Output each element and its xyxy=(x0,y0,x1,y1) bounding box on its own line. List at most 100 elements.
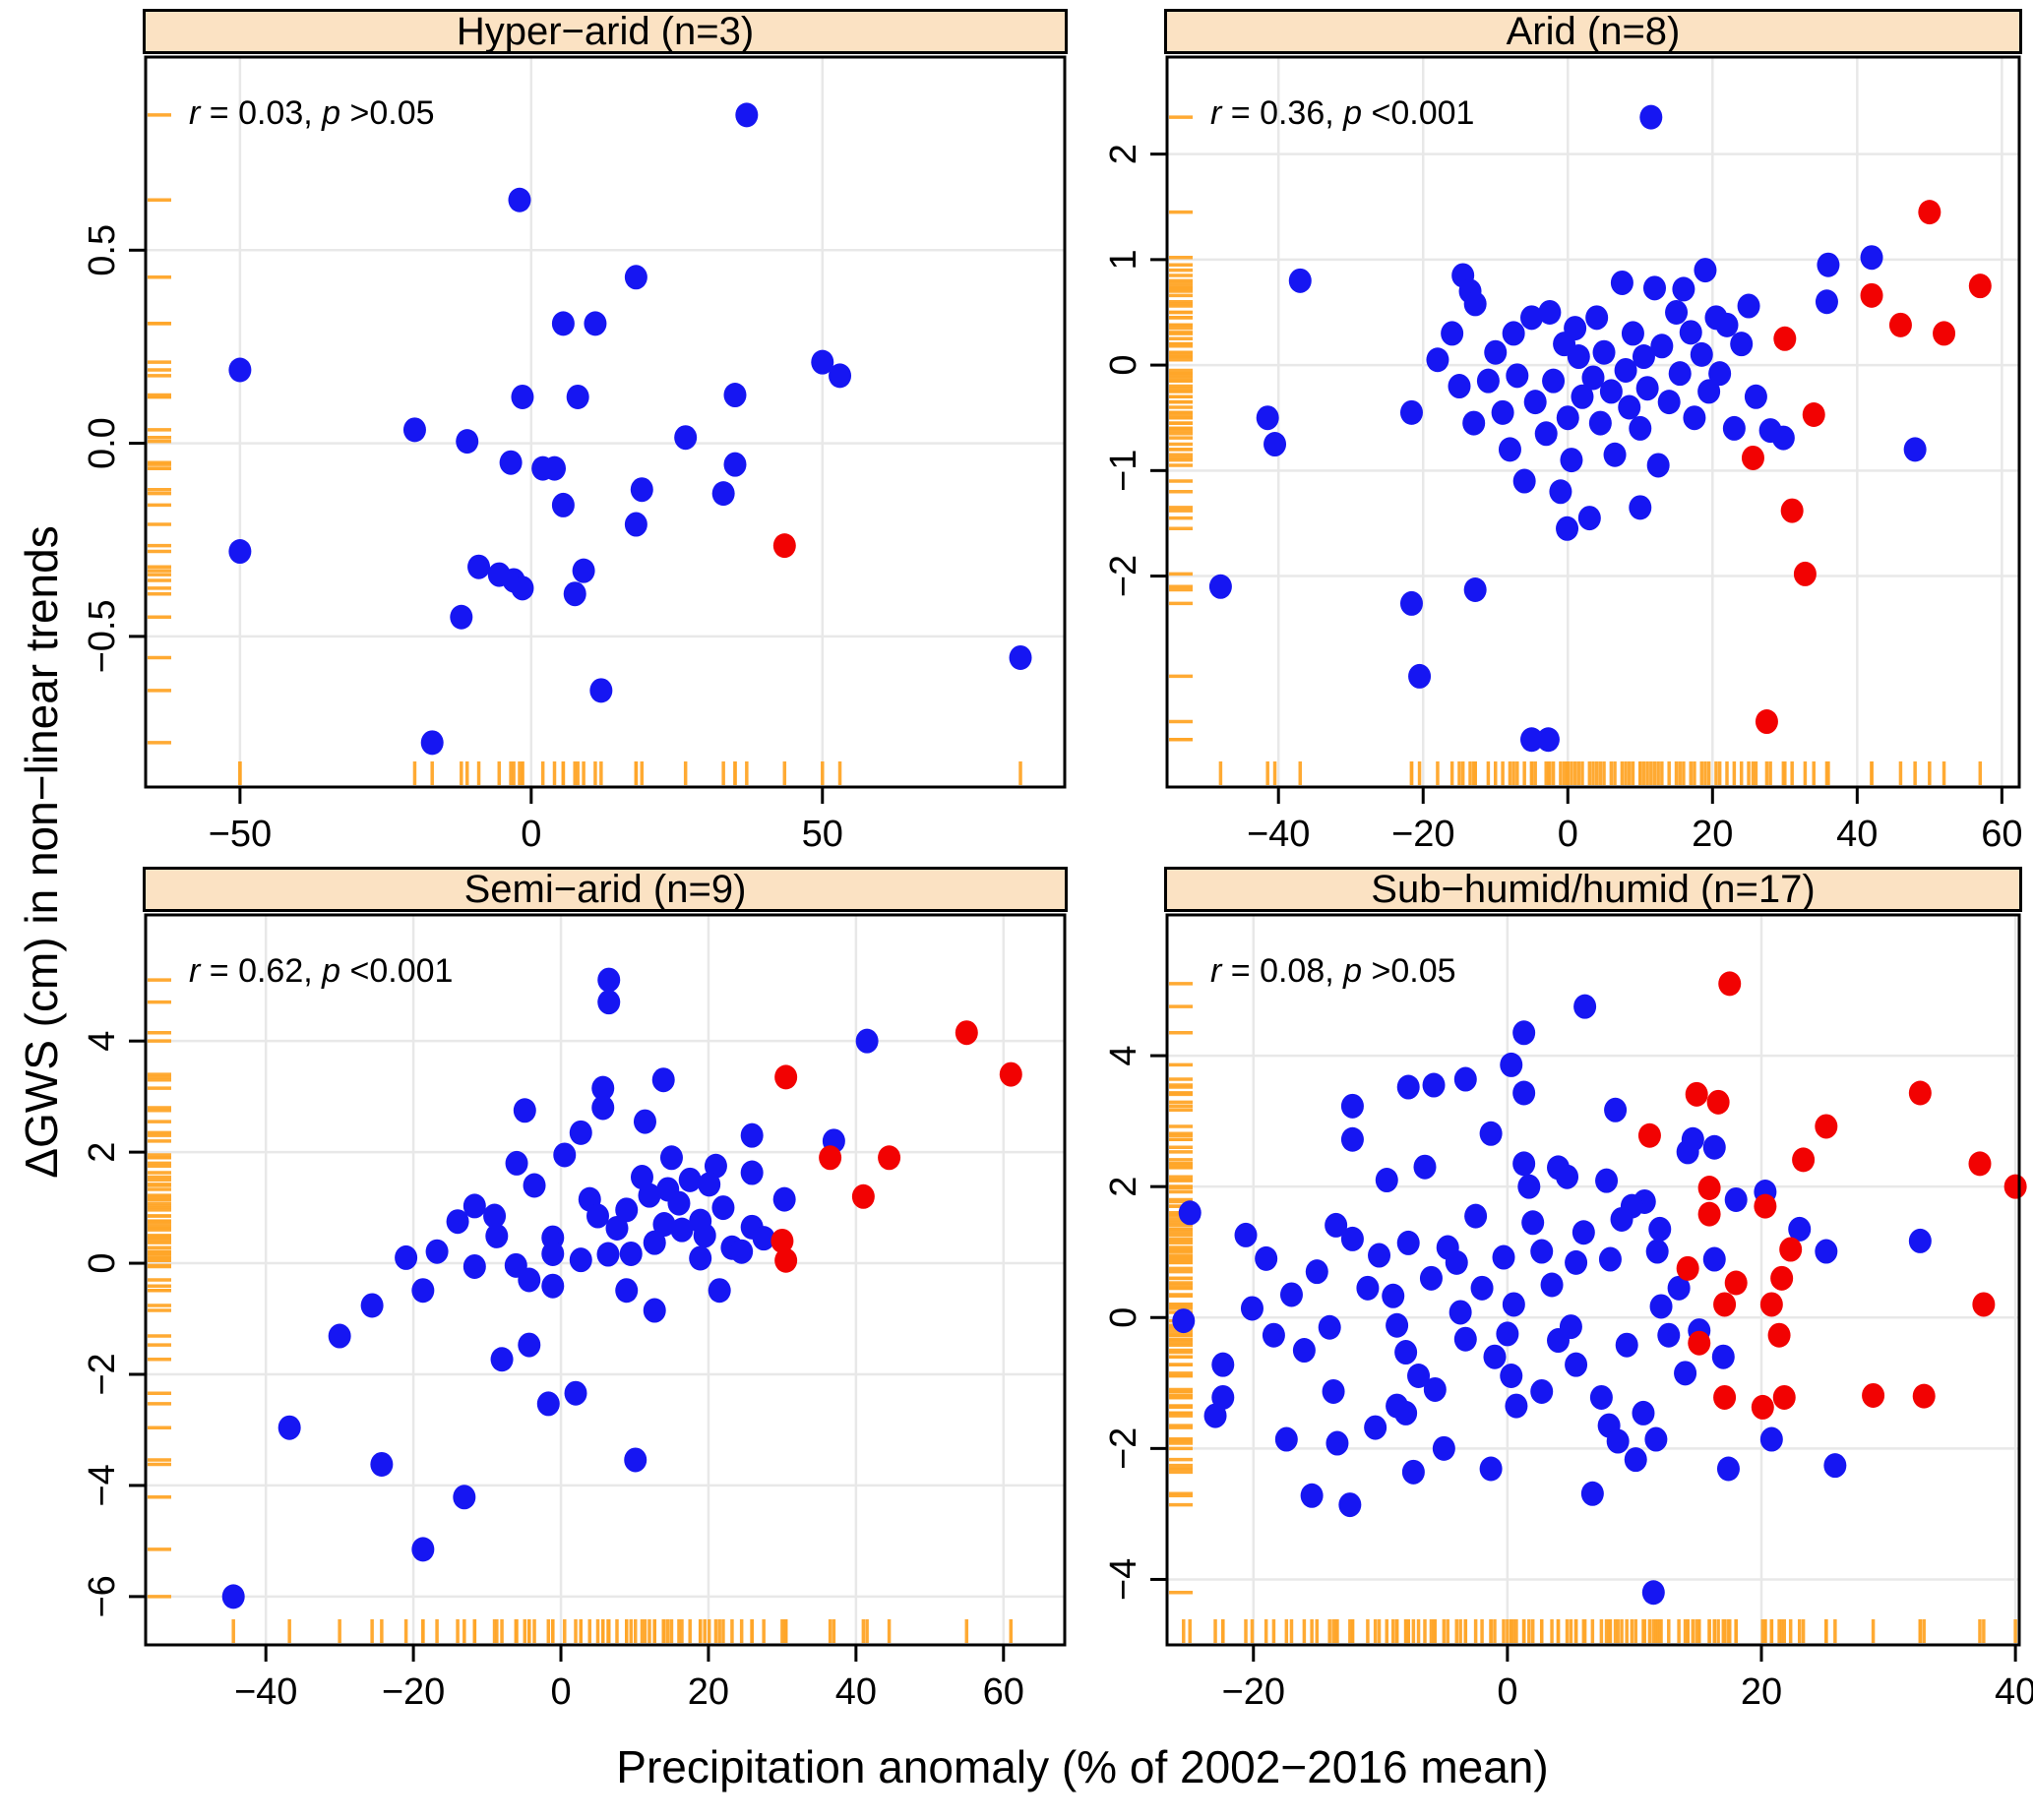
data-point-blue xyxy=(589,678,613,703)
data-point-red xyxy=(1676,1255,1699,1281)
panel-header: Hyper−arid (n=3) xyxy=(143,9,1068,54)
data-point-blue xyxy=(1702,1246,1726,1272)
data-point-blue xyxy=(1657,1322,1681,1348)
data-point-blue xyxy=(536,1391,560,1417)
data-point-blue xyxy=(605,1215,629,1241)
data-point-blue xyxy=(1340,1126,1364,1152)
data-point-blue xyxy=(1300,1483,1324,1508)
plot-background xyxy=(146,57,1065,787)
data-point-red xyxy=(1815,1114,1838,1139)
data-point-blue xyxy=(1506,363,1529,389)
x-tick-label: 50 xyxy=(802,814,843,855)
x-tick-label: 40 xyxy=(1836,814,1878,855)
data-point-red xyxy=(1770,1265,1794,1291)
data-point-blue xyxy=(1520,727,1544,753)
data-point-blue xyxy=(1542,368,1566,394)
y-tick-label: 2 xyxy=(1103,1177,1144,1197)
data-point-blue xyxy=(630,477,653,503)
data-point-blue xyxy=(1649,1294,1673,1319)
data-point-blue xyxy=(1274,1426,1298,1452)
data-point-blue xyxy=(1645,1239,1669,1264)
data-point-blue xyxy=(1325,1430,1349,1456)
x-tick-label: −20 xyxy=(382,1671,445,1713)
x-tick-label: 60 xyxy=(1981,814,2022,855)
data-point-blue xyxy=(1556,405,1579,431)
data-point-blue xyxy=(630,1165,653,1190)
panel-title: Hyper−arid (n=3) xyxy=(456,9,755,53)
data-point-blue xyxy=(651,1067,675,1093)
correlation-annotation: r = 0.62, p <0.001 xyxy=(189,952,453,991)
data-point-blue xyxy=(1240,1296,1264,1321)
data-point-blue xyxy=(1860,245,1883,271)
data-point-blue xyxy=(1512,468,1536,494)
data-point-blue xyxy=(1262,1322,1285,1348)
data-point-blue xyxy=(1549,479,1572,505)
r-symbol: r xyxy=(1210,94,1222,132)
data-point-blue xyxy=(1547,1328,1571,1354)
data-point-blue xyxy=(1413,1154,1437,1180)
data-point-red xyxy=(1713,1384,1737,1410)
data-point-blue xyxy=(752,1226,775,1251)
data-point-blue xyxy=(1448,1300,1472,1325)
data-point-blue xyxy=(1571,384,1594,409)
data-point-red xyxy=(1888,312,1912,337)
data-point-red xyxy=(1792,1147,1816,1173)
data-point-blue xyxy=(1536,727,1560,753)
data-point-red xyxy=(1741,445,1764,470)
data-point-blue xyxy=(667,1190,691,1216)
plot-frame xyxy=(1165,913,2021,1647)
plot-frame xyxy=(144,55,1067,789)
data-point-blue xyxy=(1203,1403,1227,1428)
data-point-blue xyxy=(1470,1275,1494,1301)
data-point-blue xyxy=(1573,994,1597,1019)
data-point-blue xyxy=(1479,1456,1503,1482)
data-point-red xyxy=(1767,1322,1791,1348)
data-point-blue xyxy=(723,383,747,408)
data-point-blue xyxy=(467,554,491,579)
plot-background xyxy=(1167,915,2019,1645)
y-tick-label: 0 xyxy=(82,1252,123,1273)
data-point-blue xyxy=(450,604,473,630)
data-point-blue xyxy=(1279,1282,1303,1307)
data-point-blue xyxy=(1502,1292,1525,1317)
data-point-blue xyxy=(1399,399,1423,425)
data-point-red xyxy=(1779,1237,1803,1262)
data-point-blue xyxy=(462,1193,486,1219)
x-tick-label: −40 xyxy=(1247,814,1310,855)
y-tick-label: 0.0 xyxy=(82,417,123,469)
p-symbol: p xyxy=(322,952,341,990)
data-point-blue xyxy=(1364,1415,1387,1440)
data-point-blue xyxy=(730,1239,754,1264)
data-point-red xyxy=(1802,401,1825,427)
p-value: <0.001 xyxy=(1362,94,1475,132)
x-tick-label: 40 xyxy=(835,1671,877,1713)
data-point-blue xyxy=(1697,379,1721,404)
data-point-blue xyxy=(1665,299,1689,325)
data-point-blue xyxy=(1500,1363,1523,1388)
data-point-blue xyxy=(1540,1272,1564,1298)
panel-header: Arid (n=8) xyxy=(1164,9,2022,54)
data-point-blue xyxy=(1694,258,1717,283)
data-point-blue xyxy=(569,1247,592,1273)
data-point-blue xyxy=(446,1209,469,1235)
x-tick-label: 20 xyxy=(1741,1671,1782,1713)
data-point-blue xyxy=(490,1347,514,1372)
data-point-blue xyxy=(1908,1228,1932,1253)
data-point-blue xyxy=(1580,1481,1604,1506)
plot-frame xyxy=(1165,55,2021,789)
x-tick-label: 20 xyxy=(688,1671,729,1713)
data-point-blue xyxy=(591,1095,615,1121)
data-point-blue xyxy=(652,1212,676,1238)
data-point-blue xyxy=(1610,270,1633,295)
x-tick-label: 0 xyxy=(550,1671,571,1713)
data-point-blue xyxy=(411,1537,435,1562)
data-point-blue xyxy=(811,349,834,375)
data-point-blue xyxy=(1560,448,1583,473)
data-point-red xyxy=(1968,273,1992,299)
r-value: = 0.36, xyxy=(1221,94,1344,132)
data-point-blue xyxy=(1564,316,1587,341)
data-point-blue xyxy=(1172,1308,1196,1334)
y-tick-label: 0 xyxy=(1103,355,1144,376)
data-point-blue xyxy=(1657,390,1681,415)
